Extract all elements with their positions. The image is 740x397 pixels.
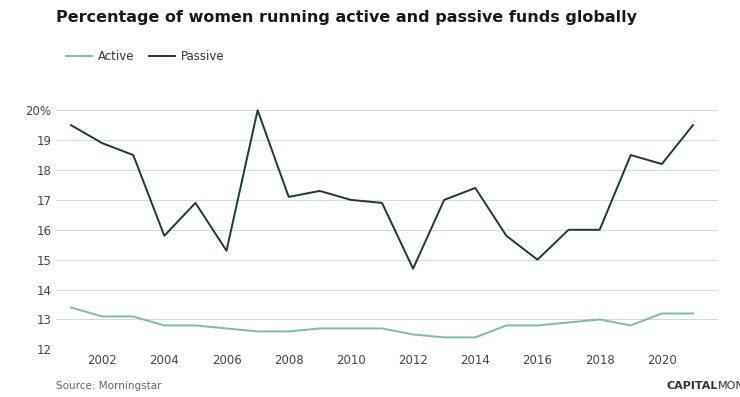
Passive <box>129 153 138 158</box>
Passive <box>440 198 448 202</box>
Active <box>315 326 324 331</box>
Passive <box>191 200 200 205</box>
Passive <box>377 200 386 205</box>
Active <box>98 314 107 319</box>
Passive <box>626 153 635 158</box>
Line: Passive: Passive <box>71 110 693 269</box>
Passive <box>222 249 231 253</box>
Passive <box>284 195 293 199</box>
Active <box>502 323 511 328</box>
Active <box>533 323 542 328</box>
Passive <box>98 141 107 145</box>
Active <box>160 323 169 328</box>
Passive <box>502 233 511 238</box>
Line: Active: Active <box>71 308 693 337</box>
Passive <box>408 266 417 271</box>
Active <box>688 311 697 316</box>
Active <box>67 305 75 310</box>
Active <box>129 314 138 319</box>
Active <box>564 320 573 325</box>
Active <box>626 323 635 328</box>
Passive <box>67 123 75 127</box>
Active <box>595 317 604 322</box>
Active <box>377 326 386 331</box>
Active <box>222 326 231 331</box>
Passive <box>657 162 666 166</box>
Text: Percentage of women running active and passive funds globally: Percentage of women running active and p… <box>56 10 636 25</box>
Active <box>440 335 448 340</box>
Active <box>284 329 293 334</box>
Passive <box>564 227 573 232</box>
Text: MONITOR: MONITOR <box>718 381 740 391</box>
Active <box>657 311 666 316</box>
Passive <box>533 257 542 262</box>
Legend: Active, Passive: Active, Passive <box>61 45 229 68</box>
Active <box>253 329 262 334</box>
Text: CAPITAL: CAPITAL <box>667 381 718 391</box>
Passive <box>595 227 604 232</box>
Passive <box>253 108 262 113</box>
Passive <box>688 123 697 127</box>
Active <box>408 332 417 337</box>
Active <box>191 323 200 328</box>
Passive <box>471 185 480 190</box>
Active <box>471 335 480 340</box>
Passive <box>346 198 355 202</box>
Passive <box>160 233 169 238</box>
Passive <box>315 189 324 193</box>
Text: Source: Morningstar: Source: Morningstar <box>56 381 161 391</box>
Active <box>346 326 355 331</box>
